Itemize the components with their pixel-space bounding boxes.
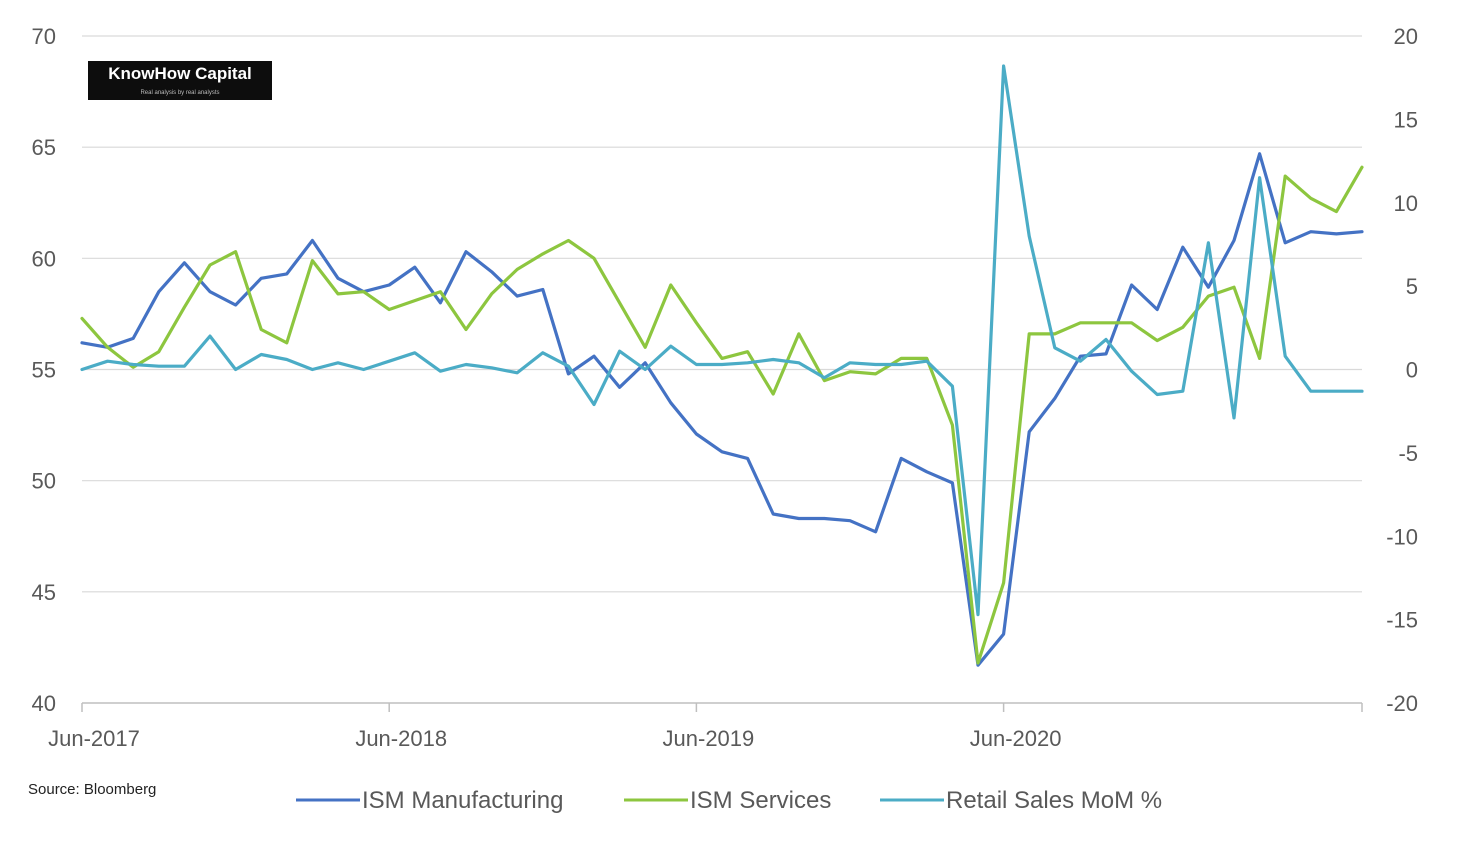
x-tick-label: Jun-2020 xyxy=(970,726,1062,751)
left-tick-label: 70 xyxy=(32,24,56,49)
right-tick-label: 0 xyxy=(1406,358,1418,383)
source-note: Source: Bloomberg xyxy=(28,781,156,798)
right-tick-label: -15 xyxy=(1386,608,1418,633)
left-tick-label: 65 xyxy=(32,135,56,160)
legend-label-ism-manufacturing: ISM Manufacturing xyxy=(362,787,563,814)
series-line-ism-services xyxy=(80,165,1364,665)
left-tick-label: 60 xyxy=(32,246,56,271)
x-tick-label: Jun-2017 xyxy=(48,726,140,751)
legend-item-retail-sales: Retail Sales MoM % xyxy=(880,787,1162,814)
right-axis-ticks: -20 -15 -10 -5 0 5 10 15 20 xyxy=(1386,24,1418,716)
left-tick-label: 55 xyxy=(32,358,56,383)
logo-title: KnowHow Capital xyxy=(108,64,252,83)
right-tick-label: -5 xyxy=(1398,441,1418,466)
x-tick-label: Jun-2019 xyxy=(663,726,755,751)
gridlines xyxy=(82,35,1362,593)
x-tick-label: Jun-2018 xyxy=(355,726,447,751)
right-tick-label: 20 xyxy=(1394,24,1418,49)
right-tick-label: 15 xyxy=(1394,107,1418,132)
logo-background xyxy=(88,61,272,100)
legend-label-ism-services: ISM Services xyxy=(690,787,831,814)
knowhow-logo: KnowHow Capital Real analysis by real an… xyxy=(88,61,272,100)
series-line-retail-sales-mom xyxy=(80,64,1364,617)
left-tick-label: 40 xyxy=(32,691,56,716)
x-axis: Jun-2017 Jun-2018 Jun-2019 Jun-2020 xyxy=(48,702,1363,751)
series-lines xyxy=(80,64,1364,667)
logo-tagline: Real analysis by real analysts xyxy=(140,90,219,96)
right-tick-label: 5 xyxy=(1406,274,1418,299)
right-tick-label: -10 xyxy=(1386,524,1418,549)
right-tick-label: -20 xyxy=(1386,691,1418,716)
legend-item-ism-manufacturing: ISM Manufacturing xyxy=(296,787,563,814)
legend: ISM Manufacturing ISM Services Retail Sa… xyxy=(296,787,1162,814)
series-line-ism-manufacturing xyxy=(80,152,1364,667)
legend-item-ism-services: ISM Services xyxy=(624,787,831,814)
legend-label-retail-sales: Retail Sales MoM % xyxy=(946,787,1162,814)
left-tick-label: 50 xyxy=(32,469,56,494)
left-axis-ticks: 40 45 50 55 60 65 70 xyxy=(32,24,56,716)
left-tick-label: 45 xyxy=(32,580,56,605)
right-tick-label: 10 xyxy=(1394,191,1418,216)
